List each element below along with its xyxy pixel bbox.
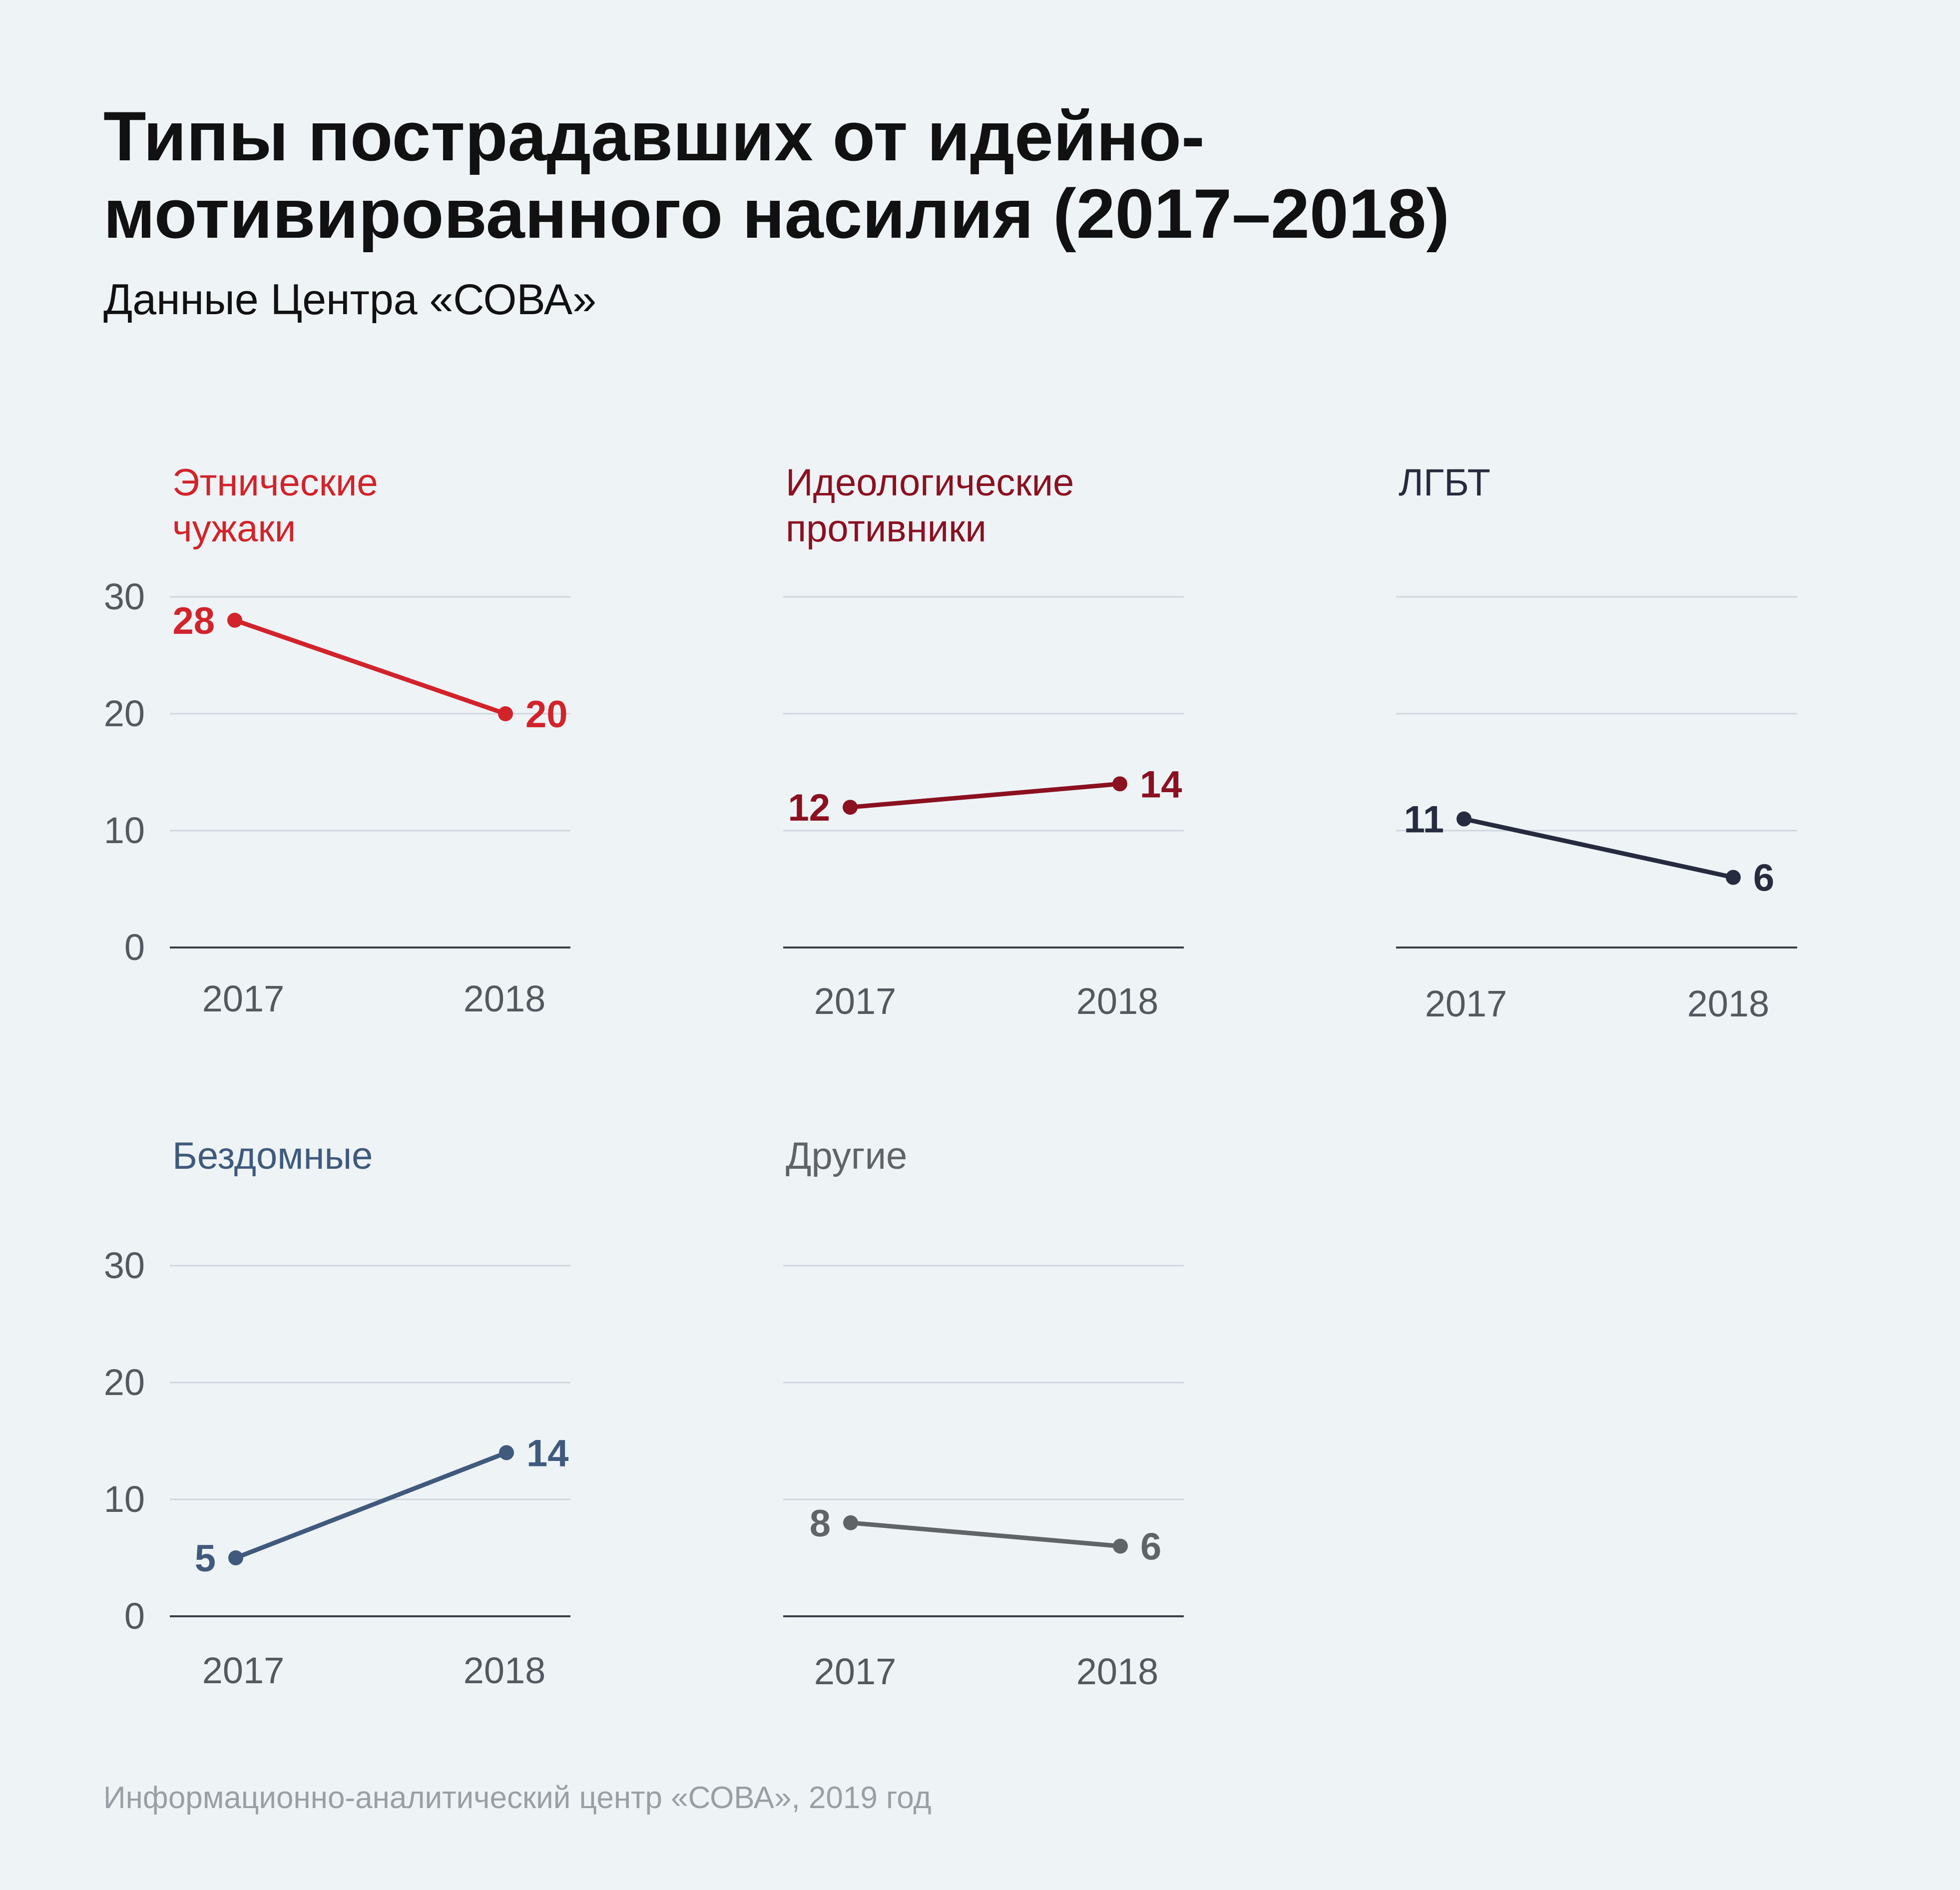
source-note: Информационно-аналитический центр «СОВА»…	[103, 1781, 932, 1815]
panel-2-title-line-1: Идеологические	[786, 462, 1074, 504]
panel-3-xtick-2017: 2017	[1425, 983, 1507, 1024]
panel-2-xtick-2017: 2017	[814, 980, 897, 1022]
panel-5-xtick-2017: 2017	[814, 1651, 897, 1692]
panel-1-title-line-2: чужаки	[172, 507, 296, 550]
panel-3-data-label-2017: 11	[1404, 799, 1444, 841]
chart-subtitle: Данные Центра «СОВА»	[103, 276, 597, 324]
panel-2-point-2017	[843, 800, 858, 815]
chart-title-line-1: Типы пострадавших от идейно-	[103, 97, 1205, 175]
panel-4-xtick-2017: 2017	[202, 1650, 285, 1691]
panel-5-title-line-1: Другие	[786, 1135, 907, 1177]
panel-1-title-line-1: Этнические	[172, 462, 378, 504]
panel-4-xtick-2018: 2018	[464, 1650, 546, 1691]
panel-1-series-line	[232, 618, 508, 716]
panel-4-data-label-2018: 14	[526, 1432, 569, 1474]
panel-2-point-2018	[1112, 776, 1127, 792]
panel-4-title-line-1: Бездомные	[172, 1135, 373, 1177]
panel-5-data-label-2017: 8	[810, 1502, 831, 1545]
panel-1-xtick-2018: 2018	[464, 978, 546, 1019]
panel-3-data-label-2018: 6	[1753, 857, 1774, 900]
chart-title-line-2: мотивированного насилия (2017–2018)	[103, 174, 1450, 253]
panel-1-ytick-10: 10	[104, 810, 145, 851]
panel-2-data-label-2018: 14	[1140, 763, 1182, 806]
panel-2-data-label-2017: 12	[788, 787, 830, 829]
chart-title: Типы пострадавших от идейно- мотивирован…	[103, 97, 1852, 252]
panel-3-xtick-2018: 2018	[1687, 983, 1770, 1024]
panel-1-point-2018	[498, 706, 513, 721]
panel-5-series-line	[848, 1520, 1123, 1549]
panel-4-data-label-2017: 5	[195, 1537, 216, 1580]
panel-5-data-label-2018: 6	[1140, 1526, 1161, 1568]
panel-4-ytick-10: 10	[104, 1478, 145, 1520]
panel-3-point-2017	[1457, 811, 1471, 827]
panel-5-xtick-2018: 2018	[1076, 1651, 1159, 1692]
panel-4-point-2017	[228, 1550, 243, 1565]
panel-5-point-2017	[843, 1515, 858, 1530]
panel-2-series-line	[848, 781, 1122, 810]
panel-4-point-2018	[499, 1445, 514, 1460]
panel-3-point-2018	[1726, 870, 1741, 885]
panel-1-data-label-2017: 28	[172, 600, 215, 642]
panel-4-series-line	[233, 1450, 509, 1560]
panel-1-ytick-30: 30	[104, 576, 145, 617]
panel-1-xtick-2017: 2017	[202, 978, 285, 1019]
panel-3-series-line	[1462, 817, 1736, 880]
panel-1-data-label-2018: 20	[525, 693, 568, 736]
panel-4-ytick-20: 20	[104, 1362, 145, 1403]
panel-2-title-line-2: противники	[786, 507, 986, 550]
panel-1-ytick-20: 20	[104, 693, 145, 734]
panel-3-title-line-1: ЛГБТ	[1399, 462, 1490, 504]
panel-4-ytick-30: 30	[104, 1245, 145, 1286]
panel-1-point-2017	[227, 612, 242, 628]
panel-2-xtick-2018: 2018	[1076, 980, 1159, 1022]
panel-4-ytick-0: 0	[124, 1595, 145, 1637]
panel-1-ytick-0: 0	[124, 927, 145, 968]
panel-5-point-2018	[1113, 1538, 1128, 1554]
